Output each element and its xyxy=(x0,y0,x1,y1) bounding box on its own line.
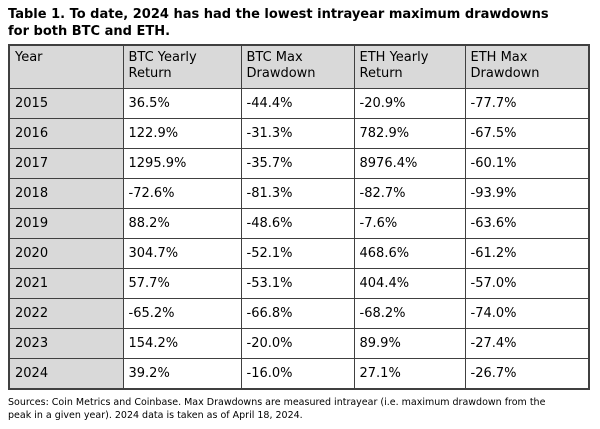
btc-yearly-return-cell: 39.2% xyxy=(122,358,242,390)
eth-yearly-return-cell: -68.2% xyxy=(353,298,466,329)
btc-yearly-return-cell: 154.2% xyxy=(122,328,242,359)
table-row-2021: 2021 57.7% -53.1% 404.4% -57.0% xyxy=(8,268,590,299)
btc-max-drawdown-cell: -44.4% xyxy=(240,88,355,119)
figure-title-line-1: Table 1. To date, 2024 has had the lowes… xyxy=(8,7,549,22)
btc-max-drawdown-cell: -16.0% xyxy=(240,358,355,390)
table-row-2015: 2015 36.5% -44.4% -20.9% -77.7% xyxy=(8,88,590,119)
figure-title-line-2: for both BTC and ETH. xyxy=(8,24,171,39)
btc-yearly-return-cell: -72.6% xyxy=(122,178,242,209)
header-eth-max-drawdown: ETH Max Drawdown xyxy=(464,44,590,89)
btc-max-drawdown-cell: -53.1% xyxy=(240,268,355,299)
btc-max-drawdown-cell: -52.1% xyxy=(240,238,355,269)
header-row: Year BTC Yearly Return BTC Max Drawdown … xyxy=(8,44,590,89)
header-eth-yearly-return: ETH Yearly Return xyxy=(353,44,466,89)
eth-yearly-return-cell: -20.9% xyxy=(353,88,466,119)
figure-title: Table 1. To date, 2024 has had the lowes… xyxy=(8,6,600,40)
year-cell: 2015 xyxy=(8,88,124,119)
btc-max-drawdown-cell: -48.6% xyxy=(240,208,355,239)
eth-max-drawdown-cell: -61.2% xyxy=(464,238,590,269)
eth-yearly-return-cell: -82.7% xyxy=(353,178,466,209)
source-note: Sources: Coin Metrics and Coinbase. Max … xyxy=(8,396,600,422)
table-row-2017: 2017 1295.9% -35.7% 8976.4% -60.1% xyxy=(8,148,590,179)
header-btc-max-drawdown: BTC Max Drawdown xyxy=(240,44,355,89)
year-cell: 2018 xyxy=(8,178,124,209)
year-cell: 2023 xyxy=(8,328,124,359)
btc-yearly-return-cell: -65.2% xyxy=(122,298,242,329)
header-year: Year xyxy=(8,44,124,89)
btc-yearly-return-cell: 1295.9% xyxy=(122,148,242,179)
source-note-line-2: peak in a given year). 2024 data is take… xyxy=(8,410,303,421)
eth-yearly-return-cell: 468.6% xyxy=(353,238,466,269)
eth-yearly-return-cell: 89.9% xyxy=(353,328,466,359)
eth-max-drawdown-cell: -67.5% xyxy=(464,118,590,149)
year-cell: 2019 xyxy=(8,208,124,239)
year-cell: 2020 xyxy=(8,238,124,269)
eth-max-drawdown-cell: -27.4% xyxy=(464,328,590,359)
btc-yearly-return-cell: 36.5% xyxy=(122,88,242,119)
btc-yearly-return-cell: 122.9% xyxy=(122,118,242,149)
table-row-2022: 2022 -65.2% -66.8% -68.2% -74.0% xyxy=(8,298,590,329)
year-cell: 2022 xyxy=(8,298,124,329)
drawdowns-table: Year BTC Yearly Return BTC Max Drawdown … xyxy=(8,44,590,390)
header-btc-yearly-return: BTC Yearly Return xyxy=(122,44,242,89)
eth-yearly-return-cell: -7.6% xyxy=(353,208,466,239)
btc-yearly-return-cell: 57.7% xyxy=(122,268,242,299)
eth-max-drawdown-cell: -26.7% xyxy=(464,358,590,390)
eth-max-drawdown-cell: -74.0% xyxy=(464,298,590,329)
year-cell: 2017 xyxy=(8,148,124,179)
btc-yearly-return-cell: 88.2% xyxy=(122,208,242,239)
eth-max-drawdown-cell: -63.6% xyxy=(464,208,590,239)
table-row-2020: 2020 304.7% -52.1% 468.6% -61.2% xyxy=(8,238,590,269)
table-row-2019: 2019 88.2% -48.6% -7.6% -63.6% xyxy=(8,208,590,239)
eth-max-drawdown-cell: -57.0% xyxy=(464,268,590,299)
btc-max-drawdown-cell: -66.8% xyxy=(240,298,355,329)
eth-yearly-return-cell: 8976.4% xyxy=(353,148,466,179)
eth-max-drawdown-cell: -93.9% xyxy=(464,178,590,209)
btc-max-drawdown-cell: -31.3% xyxy=(240,118,355,149)
year-cell: 2024 xyxy=(8,358,124,390)
btc-max-drawdown-cell: -81.3% xyxy=(240,178,355,209)
eth-yearly-return-cell: 27.1% xyxy=(353,358,466,390)
table-row-2016: 2016 122.9% -31.3% 782.9% -67.5% xyxy=(8,118,590,149)
btc-max-drawdown-cell: -20.0% xyxy=(240,328,355,359)
source-note-line-1: Sources: Coin Metrics and Coinbase. Max … xyxy=(8,397,546,408)
btc-max-drawdown-cell: -35.7% xyxy=(240,148,355,179)
table-row-2023: 2023 154.2% -20.0% 89.9% -27.4% xyxy=(8,328,590,359)
table-row-2018: 2018 -72.6% -81.3% -82.7% -93.9% xyxy=(8,178,590,209)
eth-yearly-return-cell: 404.4% xyxy=(353,268,466,299)
btc-yearly-return-cell: 304.7% xyxy=(122,238,242,269)
eth-max-drawdown-cell: -60.1% xyxy=(464,148,590,179)
eth-yearly-return-cell: 782.9% xyxy=(353,118,466,149)
year-cell: 2021 xyxy=(8,268,124,299)
table-row-2024: 2024 39.2% -16.0% 27.1% -26.7% xyxy=(8,358,590,390)
year-cell: 2016 xyxy=(8,118,124,149)
eth-max-drawdown-cell: -77.7% xyxy=(464,88,590,119)
